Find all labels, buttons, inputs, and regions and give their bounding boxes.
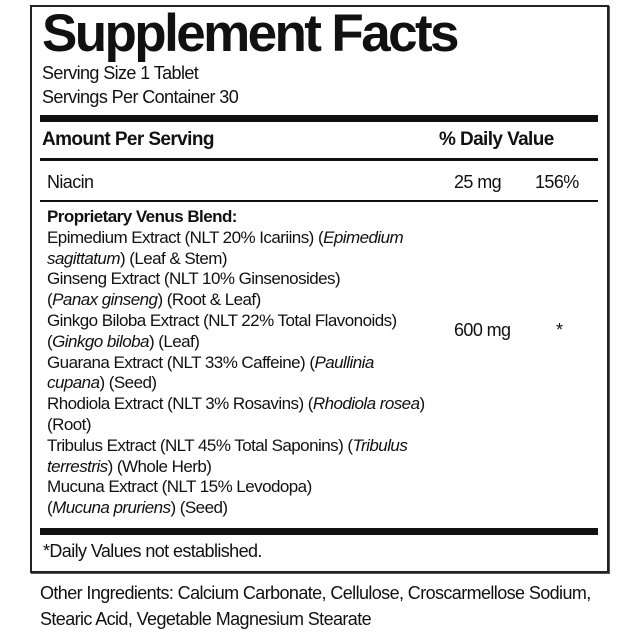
latin-name: Mucuna pruriens — [52, 498, 171, 518]
latin-name: Ginkgo biloba — [52, 331, 149, 351]
niacin-dv: 156% — [535, 172, 579, 192]
divider — [40, 200, 598, 202]
latin-name: cupana — [47, 373, 100, 393]
daily-value-header: % Daily Value — [439, 129, 554, 150]
ingredient-line: Ginseng Extract (NLT 10% Ginsenosides) — [47, 269, 425, 290]
ingredient-line: (Root) — [47, 415, 425, 436]
supplement-facts-panel — [30, 5, 609, 573]
ingredient-line: Guarana Extract (NLT 33% Caffeine) (Paul… — [47, 353, 425, 374]
ingredient-text: ) (Seed) — [99, 373, 157, 393]
latin-name: terrestris — [47, 456, 108, 476]
ingredient-line: Tribulus Extract (NLT 45% Total Saponins… — [47, 436, 425, 457]
ingredient-line: Rhodiola Extract (NLT 3% Rosavins) (Rhod… — [47, 394, 425, 415]
niacin-amount: 25 mg — [454, 172, 502, 192]
serving-size: Serving Size 1 Tablet — [42, 63, 199, 83]
ingredient-text: ) (Root & Leaf) — [157, 290, 261, 310]
ingredient-text: ) (Leaf) — [148, 331, 200, 351]
niacin-name: Niacin — [47, 172, 94, 192]
latin-name: Paullinia — [314, 352, 374, 372]
ingredient-text: Tribulus Extract (NLT 45% Total Saponins… — [47, 435, 353, 455]
latin-name: Tribulus — [352, 435, 408, 455]
ingredient-text: ) (Leaf & Stem) — [119, 248, 228, 268]
amount-per-serving-header: Amount Per Serving — [42, 129, 214, 150]
ingredient-text: Epimedium Extract (NLT 20% Icariins) ( — [47, 227, 324, 247]
ingredient-line: sagittatum) (Leaf & Stem) — [47, 249, 425, 270]
ingredient-text: Ginseng Extract (NLT 10% Ginsenosides) — [47, 269, 341, 289]
ingredient-text: (Root) — [47, 414, 91, 434]
ingredient-line: cupana) (Seed) — [47, 373, 425, 394]
servings-per-container: Servings Per Container 30 — [42, 87, 239, 107]
ingredient-text: ( — [47, 331, 53, 351]
blend-ingredients: Proprietary Venus Blend: Epimedium Extra… — [47, 207, 425, 519]
ingredient-line: Mucuna Extract (NLT 15% Levodopa) — [47, 477, 425, 498]
ingredient-text: ) (Seed) — [170, 498, 229, 518]
ingredient-text: Ginkgo Biloba Extract (NLT 22% Total Fla… — [47, 310, 397, 330]
ingredient-line: (Panax ginseng) (Root & Leaf) — [47, 290, 425, 311]
blend-name: Proprietary Venus Blend: — [47, 207, 237, 226]
ingredient-text: ( — [47, 290, 53, 310]
ingredient-line: Ginkgo Biloba Extract (NLT 22% Total Fla… — [47, 311, 425, 332]
ingredient-line: Epimedium Extract (NLT 20% Icariins) (Ep… — [47, 228, 425, 249]
other-ingredients-line1: Other Ingredients: Calcium Carbonate, Ce… — [40, 583, 591, 603]
latin-name: sagittatum — [47, 248, 120, 268]
divider — [40, 158, 598, 161]
latin-name: Panax ginseng — [52, 290, 158, 310]
ingredient-text: Guarana Extract (NLT 33% Caffeine) ( — [47, 352, 315, 372]
ingredient-text: ) (Whole Herb) — [107, 456, 212, 476]
thick-divider — [40, 528, 598, 535]
ingredient-text: ( — [47, 498, 53, 518]
footnote: *Daily Values not established. — [43, 541, 262, 561]
ingredient-line: terrestris) (Whole Herb) — [47, 457, 425, 478]
ingredient-text: ) — [419, 394, 426, 414]
ingredient-line: (Ginkgo biloba) (Leaf) — [47, 332, 425, 353]
panel-title: Supplement Facts — [42, 4, 459, 63]
ingredient-text: Mucuna Extract (NLT 15% Levodopa) — [47, 477, 312, 497]
other-ingredients-line2: Stearic Acid, Vegetable Magnesium Steara… — [40, 609, 372, 629]
latin-name: Epimedium — [323, 227, 404, 247]
latin-name: Rhodiola rosea — [312, 394, 420, 414]
thick-divider — [40, 115, 598, 122]
ingredient-text: Rhodiola Extract (NLT 3% Rosavins) ( — [47, 394, 313, 414]
blend-amount: 600 mg — [454, 320, 511, 340]
blend-dv: * — [556, 320, 563, 340]
ingredient-line: (Mucuna pruriens) (Seed) — [47, 498, 425, 519]
